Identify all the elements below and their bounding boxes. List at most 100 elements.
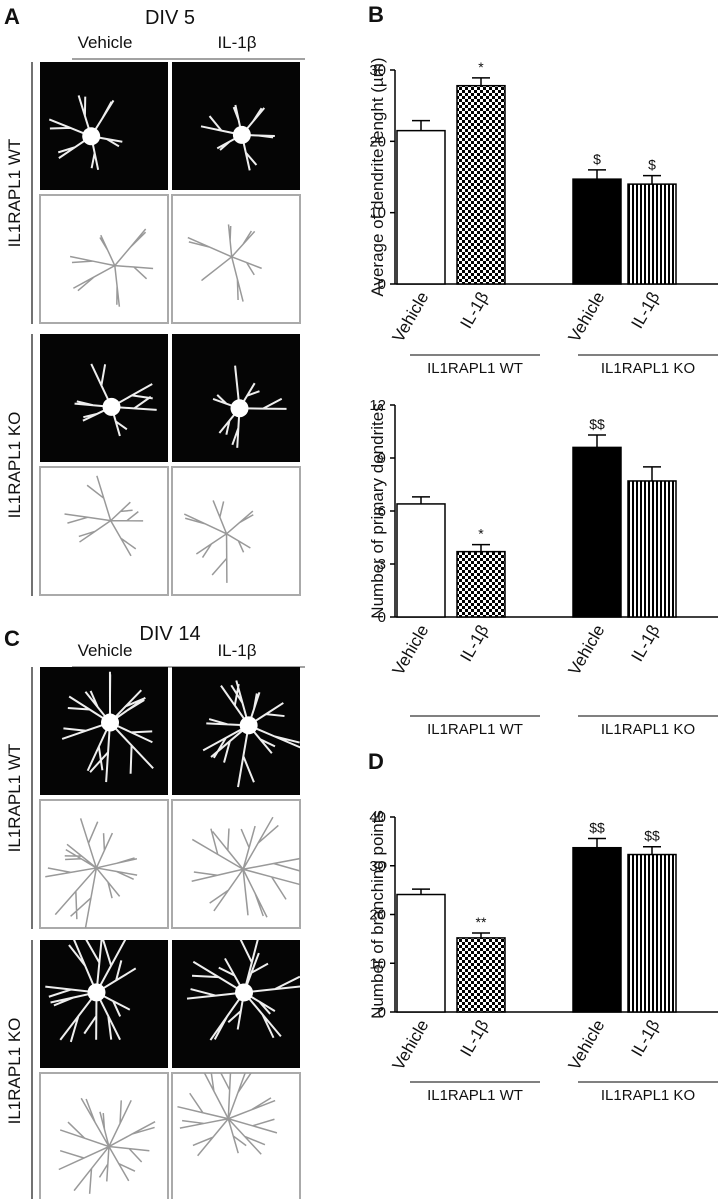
bar [627,480,677,618]
neuron [45,818,138,928]
neuron [186,940,300,1041]
dendrites [69,228,154,307]
neuron [45,940,137,1043]
bar [572,446,622,618]
panel-title: DIV 5 [145,7,195,29]
neuron [64,475,144,557]
neuron [191,816,300,918]
soma [239,716,258,735]
tracing [39,194,169,324]
x-tick-label: IL-1β [627,288,663,332]
error-bar [588,434,606,448]
error-bar [472,932,490,938]
y-tick-label: 9 [378,450,386,467]
group-label: IL1RAPL1 WT [427,360,523,377]
micrograph [40,62,168,190]
bar [456,937,506,1013]
significance: $$ [644,828,660,844]
x-tick-label: Vehicle [389,289,433,346]
significance: $$ [589,819,605,835]
error-bar [643,174,661,185]
tracing [39,799,169,929]
bar [456,550,506,618]
panel-letter: D [368,749,384,774]
bar [456,84,506,285]
soma [102,397,121,416]
neuron [212,365,287,448]
dendrites [64,475,144,557]
x-tick-label: IL-1β [456,621,492,665]
x-tick-label: IL-1β [627,621,663,665]
neuron [61,671,154,783]
soma [235,983,254,1002]
tracing [171,799,301,929]
significance: $ [648,157,656,173]
error-bar [472,77,490,86]
x-tick-label: Vehicle [389,622,433,679]
dendrites [48,95,123,171]
tracing [171,466,301,596]
bar [627,183,677,285]
bar [396,129,446,285]
error-bar [472,543,490,552]
row-label: IL1RAPL1 WT [5,139,24,248]
y-axis-label: Number of branching points [368,810,387,1019]
y-tick-label: 0 [378,609,386,626]
soma [232,125,251,144]
panel-title: DIV 14 [139,623,200,645]
significance: * [478,59,484,75]
neuron [58,1097,156,1194]
micrograph [172,62,300,190]
panel-letter: C [4,626,20,651]
y-axis-label: Number of primary dendrites [368,403,387,618]
y-tick-label: 3 [378,556,386,573]
neuron [69,228,154,307]
error-bar [643,466,661,481]
dendrites [191,816,300,918]
tracing [171,1072,301,1199]
x-tick-label: IL-1β [456,1016,492,1060]
row-label: IL1RAPL1 WT [5,744,24,853]
error-bar [643,845,661,855]
soma [101,713,120,732]
row-label: IL1RAPL1 KO [5,412,24,519]
y-tick-label: 0 [378,1004,386,1021]
neuron [177,1073,278,1157]
y-tick-label: 0 [378,276,386,293]
error-bar [588,169,606,180]
dendrites [212,365,287,448]
error-bar [412,496,430,504]
dendrites [200,104,275,171]
group-label: IL1RAPL1 WT [427,1087,523,1104]
dendrites [45,940,137,1043]
bar [627,853,677,1013]
group-label: IL1RAPL1 KO [601,721,695,738]
column-label: Vehicle [78,33,133,52]
micrograph [40,940,168,1068]
dendrites [45,818,138,928]
dendrites [186,940,300,1041]
x-tick-label: IL-1β [456,288,492,332]
tracing [39,1072,169,1199]
soma [230,399,249,418]
x-tick-label: Vehicle [565,1017,609,1074]
column-label: IL-1β [217,33,256,52]
y-tick-label: 30 [369,62,386,79]
neuron [200,104,275,171]
group-label: IL1RAPL1 WT [427,721,523,738]
significance: $ [593,151,601,167]
dendrites [74,363,157,437]
y-tick-label: 30 [369,858,386,875]
dendrites [202,680,300,788]
column-label: IL-1β [217,641,256,660]
bar [396,503,446,618]
neuron [183,500,254,583]
bar [396,893,446,1013]
x-tick-label: Vehicle [565,289,609,346]
soma [87,983,106,1002]
y-tick-label: 40 [369,809,386,826]
neuron [187,224,262,302]
neuron [48,95,123,171]
y-tick-label: 10 [369,205,386,222]
